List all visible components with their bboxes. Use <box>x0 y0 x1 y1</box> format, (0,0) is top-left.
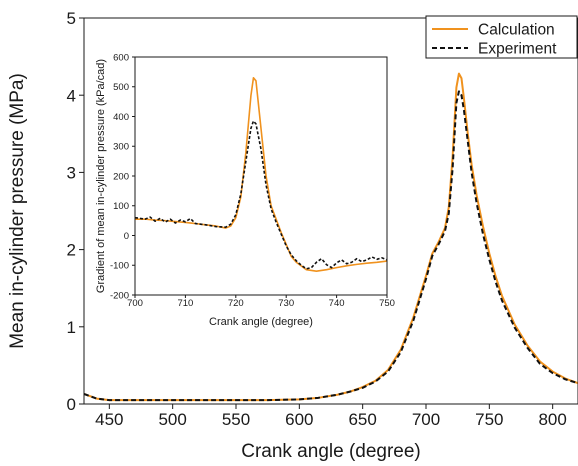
inset-y-tick-label: 600 <box>113 52 129 63</box>
inset-y-tick-label: 0 <box>124 231 129 242</box>
inset-series-line-experiment <box>134 120 388 270</box>
inset-y-axis-label: Gradient of mean in-cylinder pressure (k… <box>95 59 107 293</box>
inset-y-tick-label: 400 <box>113 112 129 123</box>
inset-x-axis-label: Crank angle (degree) <box>209 316 313 328</box>
legend: Calculation Experiment <box>425 15 578 59</box>
y-axis-label: Mean in-cylinder pressure (MPa) <box>7 73 28 349</box>
x-tick-label: 550 <box>222 410 250 429</box>
inset-y-tick-label: 200 <box>113 171 129 182</box>
x-axis-label: Crank angle (degree) <box>241 441 421 461</box>
legend-box <box>425 15 578 59</box>
main-plot: 450 500 550 600 650 700 750 800 0 1 2 3 4 5 Crank angl… <box>7 9 578 462</box>
inset-x-tick-label: 720 <box>228 298 244 309</box>
x-tick-label: 650 <box>348 410 376 429</box>
inset-x-tick-label: 700 <box>127 298 143 309</box>
inset-y-tick-label: -100 <box>110 261 129 272</box>
inset-y-tick-label: 300 <box>113 142 129 153</box>
inset-x-tick-label: 750 <box>379 298 395 309</box>
inset-x-tick-label: 740 <box>329 298 345 309</box>
plot-frame <box>83 17 578 405</box>
y-tick-label: 4 <box>67 86 76 105</box>
inset-y-tick-label: 100 <box>113 201 129 212</box>
y-tick-label: 2 <box>67 241 76 260</box>
y-tick-label: 0 <box>67 395 76 414</box>
y-tick-label: 3 <box>67 164 76 183</box>
inset-plot: 700 710 720 730 740 750 -200 -100 0 100 200 300 400 5… <box>95 52 395 328</box>
y-tick-label: 5 <box>67 9 76 28</box>
series-line-experiment <box>83 90 578 402</box>
inset-x-tick-label: 730 <box>278 298 294 309</box>
x-tick-label: 450 <box>95 410 123 429</box>
x-tick-label: 700 <box>412 410 440 429</box>
legend-label-experiment: Experiment <box>478 41 557 58</box>
inset-plot-background <box>135 57 387 295</box>
x-tick-label: 750 <box>475 410 503 429</box>
y-tick-label: 1 <box>67 318 76 337</box>
inset-y-tick-label: -200 <box>110 290 129 301</box>
inset-y-tick-label: 500 <box>113 82 129 93</box>
inset-series-line-calculation <box>135 77 388 273</box>
x-tick-label: 800 <box>538 410 566 429</box>
inset-x-tick-label: 710 <box>177 298 193 309</box>
x-tick-label: 500 <box>158 410 186 429</box>
x-tick-label: 600 <box>285 410 313 429</box>
legend-label-calculation: Calculation <box>478 22 555 39</box>
